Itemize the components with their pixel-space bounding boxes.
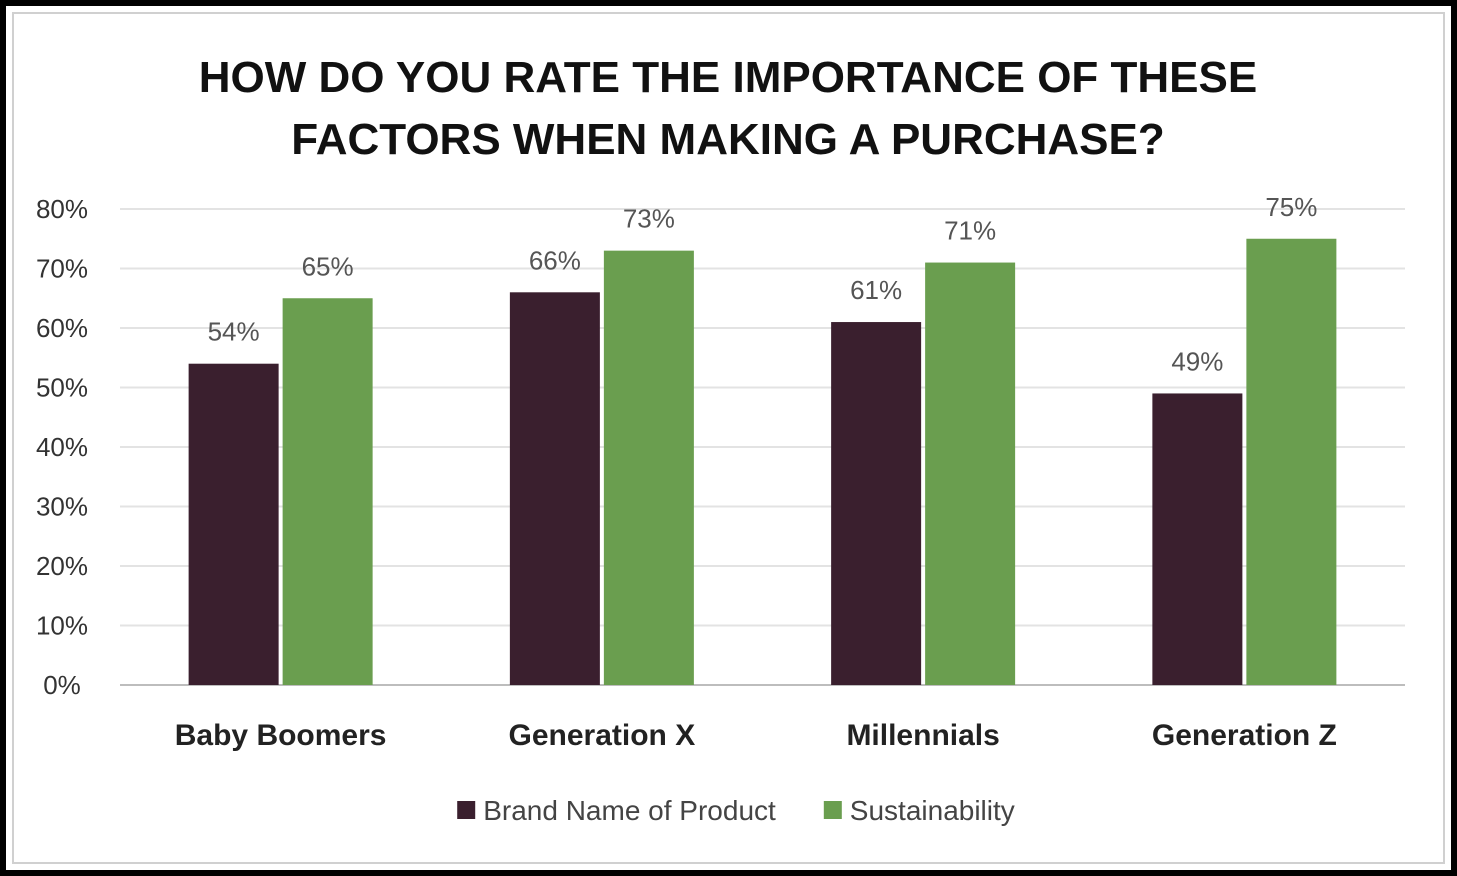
y-tick-label: 0% (43, 670, 81, 700)
y-tick-label: 60% (36, 313, 88, 343)
x-tick-label: Generation Z (1152, 719, 1337, 752)
legend: Brand Name of Product Sustainability (457, 795, 1015, 826)
bars (188, 238, 1337, 685)
chart-title-line-1: HOW DO YOU RATE THE IMPORTANCE OF THESE (199, 53, 1257, 102)
data-label: 61% (850, 275, 902, 305)
legend-swatch-sustainability (823, 801, 842, 819)
y-tick-label: 80% (36, 194, 88, 224)
data-label: 75% (1265, 192, 1317, 222)
data-label: 66% (529, 245, 581, 275)
data-labels: 54% 65% 66% 73% 61% 71% 49% 75% (208, 192, 1318, 377)
bar-brand-name (1152, 393, 1243, 685)
data-label: 71% (944, 216, 996, 246)
y-tick-label: 30% (36, 492, 88, 522)
data-label: 54% (208, 317, 260, 347)
y-tick-label: 70% (36, 254, 88, 284)
y-tick-label: 50% (36, 373, 88, 403)
legend-label: Sustainability (850, 795, 1015, 826)
chart-inner-border (12, 12, 1445, 864)
bar-brand-name (509, 292, 600, 685)
y-tick-label: 10% (36, 611, 88, 641)
bar-brand-name (831, 322, 922, 685)
data-label: 65% (302, 251, 354, 281)
chart-title-line-2: FACTORS WHEN MAKING A PURCHASE? (291, 115, 1165, 164)
data-label: 49% (1171, 346, 1223, 376)
data-label: 73% (623, 204, 675, 234)
bar-sustainability (925, 262, 1016, 685)
x-tick-label: Generation X (509, 719, 696, 752)
legend-label: Brand Name of Product (483, 795, 776, 826)
bar-brand-name (188, 363, 279, 685)
legend-swatch-brand-name (457, 801, 476, 819)
y-tick-label: 20% (36, 551, 88, 581)
y-axis-ticks: 0% 10% 20% 30% 40% 50% 60% 70% 80% (36, 194, 88, 700)
x-tick-label: Baby Boomers (175, 719, 387, 752)
bar-sustainability (1246, 238, 1337, 685)
bar-sustainability (603, 250, 694, 685)
bar-sustainability (282, 298, 373, 685)
y-tick-label: 40% (36, 432, 88, 462)
chart-title: HOW DO YOU RATE THE IMPORTANCE OF THESE … (199, 53, 1257, 164)
x-axis-ticks: Baby Boomers Generation X Millennials Gener… (175, 719, 1337, 752)
x-tick-label: Millennials (846, 719, 999, 752)
